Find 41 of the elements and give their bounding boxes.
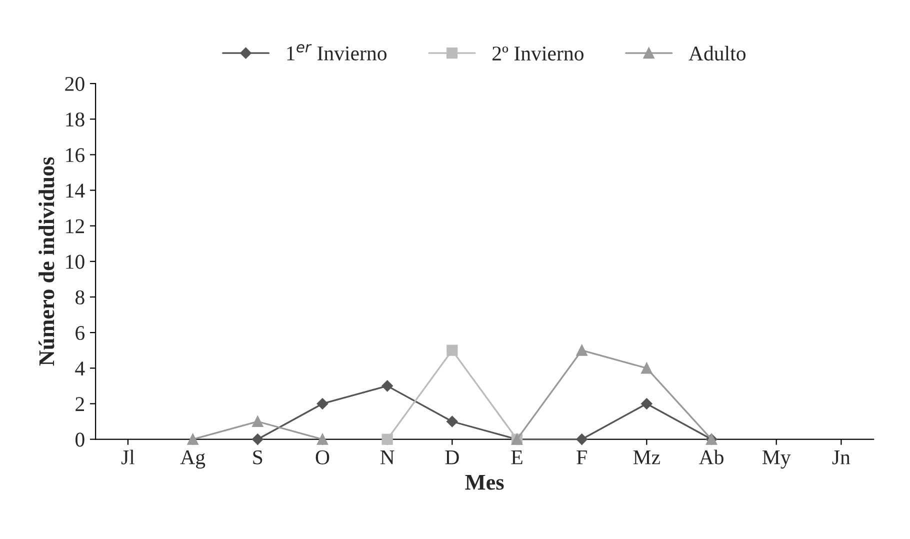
x-tick-label: N (380, 450, 394, 464)
x-tick-label: My (762, 450, 791, 469)
point (187, 434, 198, 445)
y-tick-label: 20 (65, 76, 84, 91)
x-tick-label: O (316, 450, 330, 464)
y-axis-title: Número de individuos (38, 157, 54, 366)
x-tick-label: Ag (180, 450, 206, 469)
x-tick-label: S (253, 450, 262, 464)
point (252, 416, 264, 428)
x-tick-label: F (576, 450, 587, 464)
x-axis-title: Mes (465, 475, 504, 490)
y-tick-label: 4 (75, 362, 85, 376)
x-tick-label: Mz (633, 450, 660, 464)
x-tick-label: Jl (121, 450, 134, 464)
y-tick-label: 14 (66, 184, 85, 198)
y-tick-label: 2 (76, 397, 84, 411)
x-tick-label: E (511, 450, 522, 464)
y-tick-label: 0 (76, 432, 84, 447)
x-tick-label: D (445, 450, 459, 464)
y-tick-label: 8 (76, 290, 84, 304)
point (382, 380, 393, 392)
point (316, 434, 328, 445)
y-tick-label: 12 (66, 219, 84, 234)
legend-label: 1$^{er}$ Invierno (287, 44, 386, 60)
point (446, 344, 458, 356)
y-tick-label: 16 (66, 148, 85, 162)
y-tick-label: 6 (76, 326, 85, 340)
point (576, 344, 588, 356)
x-tick-label: Jn (832, 450, 850, 464)
point (641, 398, 652, 410)
y-tick-label: 10 (66, 254, 84, 269)
x-tick-label: Ab (698, 450, 724, 464)
y-tick-label: 18 (66, 112, 84, 127)
point (252, 434, 264, 445)
legend-label: Adulto (688, 46, 746, 61)
legend-label: 2º Invierno (492, 46, 584, 61)
point (316, 398, 328, 410)
point (641, 362, 652, 374)
point (382, 434, 393, 445)
point (576, 434, 588, 445)
point (446, 416, 458, 428)
